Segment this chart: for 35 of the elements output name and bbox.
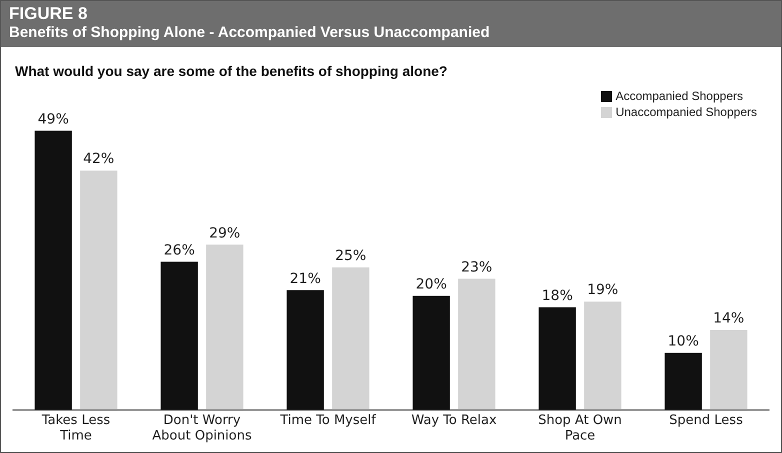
data-label: 23% <box>461 259 492 276</box>
chart-title: FIGURE 8 <box>9 4 88 23</box>
text: What would you say are some of the benefits of shopping alone? <box>15 63 448 79</box>
bar <box>664 352 702 410</box>
data-label: 49% <box>38 111 69 128</box>
chart-subtitle: Benefits of Shopping Alone - Accompanied Versus Unaccompanied <box>9 23 491 42</box>
bar <box>80 170 118 410</box>
x-tick-label: Shop At Own Pace <box>538 412 622 444</box>
bar <box>412 296 450 410</box>
data-label: 25% <box>335 248 366 264</box>
data-label: 42% <box>83 151 114 168</box>
legend-label: Accompanied Shoppers <box>616 89 743 103</box>
x-tick-label: Don't Worry About Opinions <box>152 412 252 444</box>
data-label: 26% <box>164 242 195 258</box>
legend-label: Unaccompanied Shoppers <box>616 105 757 119</box>
data-label: 29% <box>209 225 240 242</box>
data-label: 14% <box>713 310 744 327</box>
data-label: 21% <box>290 270 321 287</box>
bar <box>332 267 370 410</box>
x-tick-label: Spend Less <box>669 412 744 428</box>
bar <box>34 130 72 410</box>
bar <box>160 262 198 410</box>
bar <box>458 278 496 410</box>
x-tick-label: Takes Less Time <box>40 412 110 444</box>
bar <box>584 302 622 410</box>
bar <box>538 307 576 410</box>
data-label: 10% <box>668 333 699 350</box>
data-label: 18% <box>542 288 573 304</box>
x-tick-label: Time To Myself <box>279 412 376 428</box>
bar <box>286 290 324 410</box>
x-tick-label: Way To Relax <box>411 412 497 428</box>
bar <box>710 330 748 410</box>
data-label: 19% <box>587 282 618 298</box>
bar <box>206 244 244 410</box>
data-label: 20% <box>416 276 447 293</box>
